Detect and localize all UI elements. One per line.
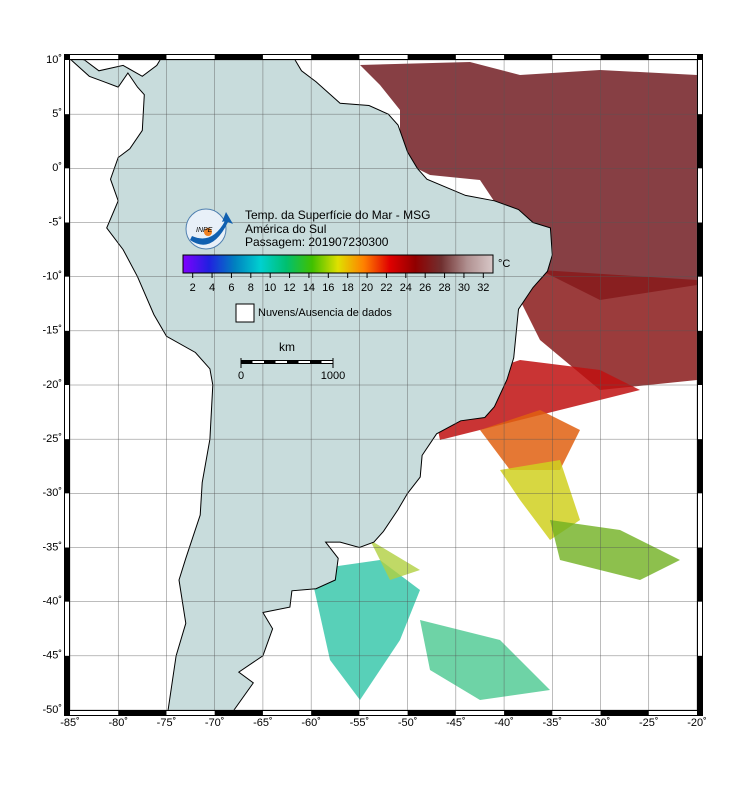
logo-text: INPE	[196, 227, 213, 234]
x-tick-label: -30˚	[591, 717, 611, 729]
legend-swatch	[235, 303, 255, 323]
y-tick-label: -10˚	[42, 271, 62, 283]
colorbar-tick-label: 8	[248, 282, 254, 294]
x-tick-label: -60˚	[301, 717, 321, 729]
scale-segment	[321, 361, 333, 363]
scale-unit: km	[279, 340, 295, 354]
x-tick-label: -50˚	[398, 717, 418, 729]
title-line: América do Sul	[245, 222, 326, 236]
y-tick-label: -40˚	[42, 596, 62, 608]
x-tick-label: -65˚	[253, 717, 273, 729]
y-tick-label: -35˚	[42, 541, 62, 553]
y-tick-label: 10˚	[46, 54, 62, 66]
x-tick-label: -85˚	[60, 717, 80, 729]
colorbar-tick-label: 18	[342, 282, 354, 294]
colorbar-tick-label: 26	[419, 282, 431, 294]
colorbar-tick-label: 16	[322, 282, 334, 294]
colorbar-tick-label: 10	[264, 282, 276, 294]
logo: INPE	[185, 208, 233, 250]
scale-tick-label: 0	[238, 370, 244, 382]
colorbar-tick-label: 20	[361, 282, 373, 294]
colorbar-tick-label: 4	[209, 282, 215, 294]
colorbar-tick-label: 14	[303, 282, 315, 294]
colorbar-tick-label: 24	[400, 282, 412, 294]
legend-label: Nuvens/Ausencia de dados	[258, 307, 392, 319]
title-line: Passagem: 201907230300	[245, 235, 389, 249]
x-tick-label: -80˚	[108, 717, 128, 729]
colorbar-unit: °C	[498, 258, 510, 270]
map-frame	[64, 54, 703, 716]
x-tick-label: -35˚	[543, 717, 563, 729]
scale-bar: 0 1000	[238, 358, 345, 382]
y-tick-label: 0˚	[52, 162, 62, 174]
scale-segment	[298, 361, 310, 363]
scale-tick-label: 1000	[321, 370, 345, 382]
colorbar-tick-label: 22	[380, 282, 392, 294]
scale-segment	[275, 361, 287, 363]
colorbar	[182, 254, 494, 274]
title-line: Temp. da Superfície do Mar - MSG	[245, 208, 430, 222]
y-tick-label: 5˚	[52, 108, 62, 120]
x-tick-label: -45˚	[446, 717, 466, 729]
x-tick-label: -55˚	[350, 717, 370, 729]
x-tick-label: -70˚	[205, 717, 225, 729]
logo-arrow	[190, 212, 233, 245]
x-tick-label: -40˚	[494, 717, 514, 729]
y-tick-label: -30˚	[42, 487, 62, 499]
y-tick-label: -20˚	[42, 379, 62, 391]
colorbar-tick-label: 32	[477, 282, 489, 294]
y-tick-label: -25˚	[42, 433, 62, 445]
x-tick-label: -75˚	[157, 717, 177, 729]
graticule	[69, 59, 698, 711]
y-tick-label: -15˚	[42, 325, 62, 337]
y-tick-label: -45˚	[42, 650, 62, 662]
colorbar-tick-label: 30	[458, 282, 470, 294]
y-tick-label: -50˚	[42, 704, 62, 716]
logo-sun	[204, 228, 212, 236]
scale-segment	[252, 361, 264, 363]
colorbar-tick-label: 2	[190, 282, 196, 294]
colorbar-tick-label: 28	[438, 282, 450, 294]
y-tick-label: -5˚	[49, 216, 62, 228]
colorbar-tick-label: 12	[283, 282, 295, 294]
x-tick-label: -20˚	[687, 717, 707, 729]
sst-field	[310, 62, 697, 700]
colorbar-tick-label: 6	[228, 282, 234, 294]
x-tick-label: -25˚	[639, 717, 659, 729]
